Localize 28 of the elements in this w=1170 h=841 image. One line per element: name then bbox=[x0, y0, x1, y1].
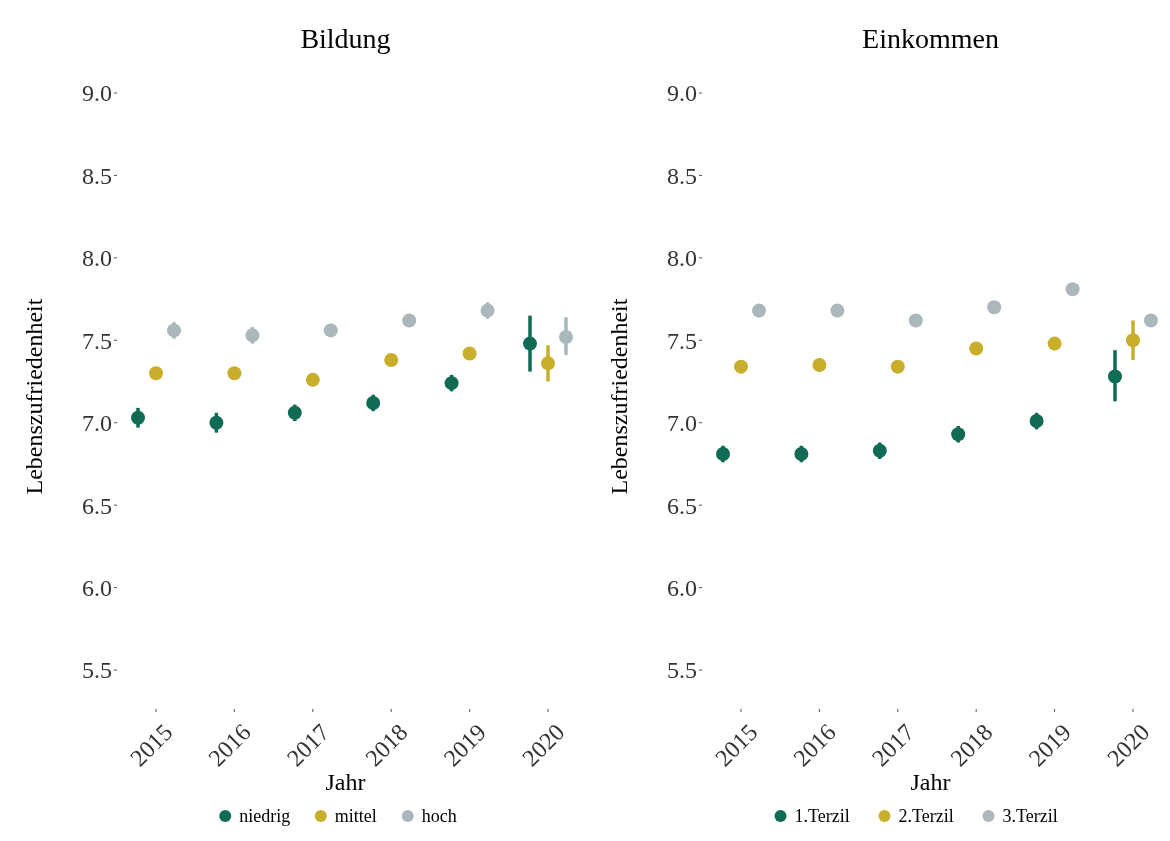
y-tick-label: 5.5 bbox=[667, 657, 697, 684]
y-tick-label: 5.5 bbox=[82, 657, 112, 684]
y-tick-label: 7.0 bbox=[82, 410, 112, 437]
y-tick-label: 8.0 bbox=[82, 245, 112, 272]
y-tick-label: 7.0 bbox=[667, 410, 697, 437]
legend-label: 1.Terzil bbox=[794, 806, 850, 827]
y-tick-label: 7.5 bbox=[82, 327, 112, 354]
legend-label: niedrig bbox=[239, 806, 291, 827]
legend-label: mittel bbox=[334, 806, 377, 827]
y-tick-label: 9.0 bbox=[82, 80, 112, 107]
y-tick-label: 6.0 bbox=[82, 574, 112, 601]
legend-label: 3.Terzil bbox=[1002, 806, 1058, 827]
y-tick-label: 8.5 bbox=[82, 162, 112, 189]
x-axis-title: Jahr bbox=[325, 769, 366, 795]
y-tick-label: 8.5 bbox=[667, 162, 697, 189]
chart-title: Einkommen bbox=[862, 23, 999, 54]
y-tick-label: 7.5 bbox=[667, 327, 697, 354]
x-axis-title: Jahr bbox=[910, 769, 951, 795]
y-tick-label: 9.0 bbox=[667, 80, 697, 107]
y-axis-title: Lebenszufriedenheit bbox=[21, 298, 47, 495]
legend-label: 2.Terzil bbox=[898, 806, 954, 827]
y-tick-label: 8.0 bbox=[667, 245, 697, 272]
y-tick-label: 6.5 bbox=[667, 492, 697, 519]
y-tick-label: 6.0 bbox=[667, 574, 697, 601]
y-tick-label: 6.5 bbox=[82, 492, 112, 519]
y-axis-title: Lebenszufriedenheit bbox=[606, 298, 632, 495]
chart-title: Bildung bbox=[300, 23, 391, 54]
legend-label: hoch bbox=[421, 806, 457, 827]
